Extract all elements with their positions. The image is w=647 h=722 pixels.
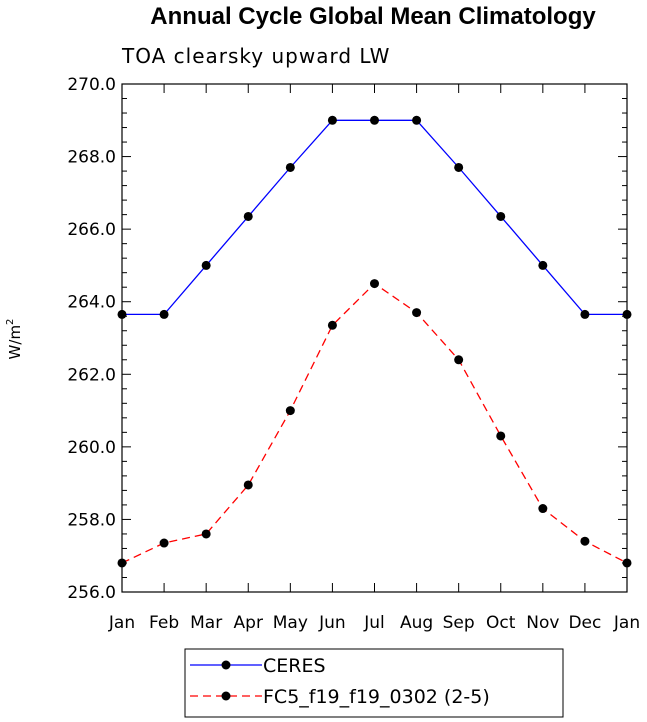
data-point: [370, 115, 379, 125]
data-point: [496, 431, 506, 441]
y-tick-label: 266.0: [67, 220, 116, 240]
data-point: [201, 529, 211, 539]
y-axis-label-superscript: 2: [5, 319, 16, 325]
data-point: [243, 211, 253, 221]
y-axis-label: W/m2: [5, 319, 24, 360]
chart-subtitle: TOA clearsky upward LW: [121, 44, 390, 68]
data-point: [496, 211, 506, 221]
data-point: [412, 308, 422, 318]
legend-label: FC5_f19_f19_0302 (2-5): [263, 686, 490, 708]
data-point: [580, 309, 590, 319]
y-tick-label: 256.0: [67, 583, 116, 603]
x-tick-label: Nov: [526, 613, 559, 633]
legend-marker: [221, 691, 231, 701]
data-point: [117, 309, 127, 319]
data-point: [454, 355, 464, 365]
legend-marker: [221, 660, 231, 670]
x-tick-label: Apr: [234, 613, 263, 633]
x-tick-label: Jun: [318, 613, 346, 633]
data-point: [201, 260, 211, 270]
x-tick-label: Dec: [568, 613, 601, 633]
x-tick-label: Jan: [108, 613, 135, 633]
data-point: [243, 480, 253, 490]
data-point: [412, 115, 422, 125]
y-tick-label: 268.0: [67, 148, 116, 168]
data-point: [159, 538, 169, 548]
data-point: [117, 558, 127, 568]
x-tick-label: Sep: [443, 613, 475, 633]
legend-box: [184, 648, 564, 718]
x-tick-label: May: [273, 613, 308, 633]
x-tick-label: Oct: [486, 613, 516, 633]
data-point: [370, 279, 379, 289]
axes: 256.0 258.0 260.0 262.0 264.0 266.0 268.0 270.0…: [67, 75, 640, 633]
data-point: [538, 260, 548, 270]
y-tick-label: 258.0: [67, 510, 116, 530]
x-tick-label: Jan: [613, 613, 640, 633]
data-point: [285, 162, 295, 172]
legend: CERES FC5_f19_f19_0302 (2-5): [184, 648, 564, 718]
x-tick-label: Jul: [363, 613, 385, 633]
data-point: [538, 504, 548, 514]
x-tick-label: Aug: [400, 613, 433, 633]
data-point: [580, 536, 590, 546]
data-point: [285, 406, 295, 416]
data-point: [159, 309, 169, 319]
y-tick-label: 264.0: [67, 293, 116, 313]
x-tick-label: Mar: [190, 613, 222, 633]
data-point: [622, 309, 632, 319]
series-layer: [117, 115, 632, 568]
y-tick-label: 260.0: [67, 438, 116, 458]
y-axis-label-text: W/m: [6, 325, 24, 360]
chart-title: Annual Cycle Global Mean Climatology: [150, 3, 596, 30]
y-tick-label: 262.0: [67, 365, 116, 385]
data-point: [454, 162, 464, 172]
data-point: [327, 320, 337, 330]
legend-label: CERES: [263, 655, 326, 677]
data-point: [327, 115, 337, 125]
x-tick-label: Feb: [149, 613, 179, 633]
y-tick-label: 270.0: [67, 75, 116, 95]
data-point: [622, 558, 632, 568]
series-line-1: [121, 282, 628, 564]
